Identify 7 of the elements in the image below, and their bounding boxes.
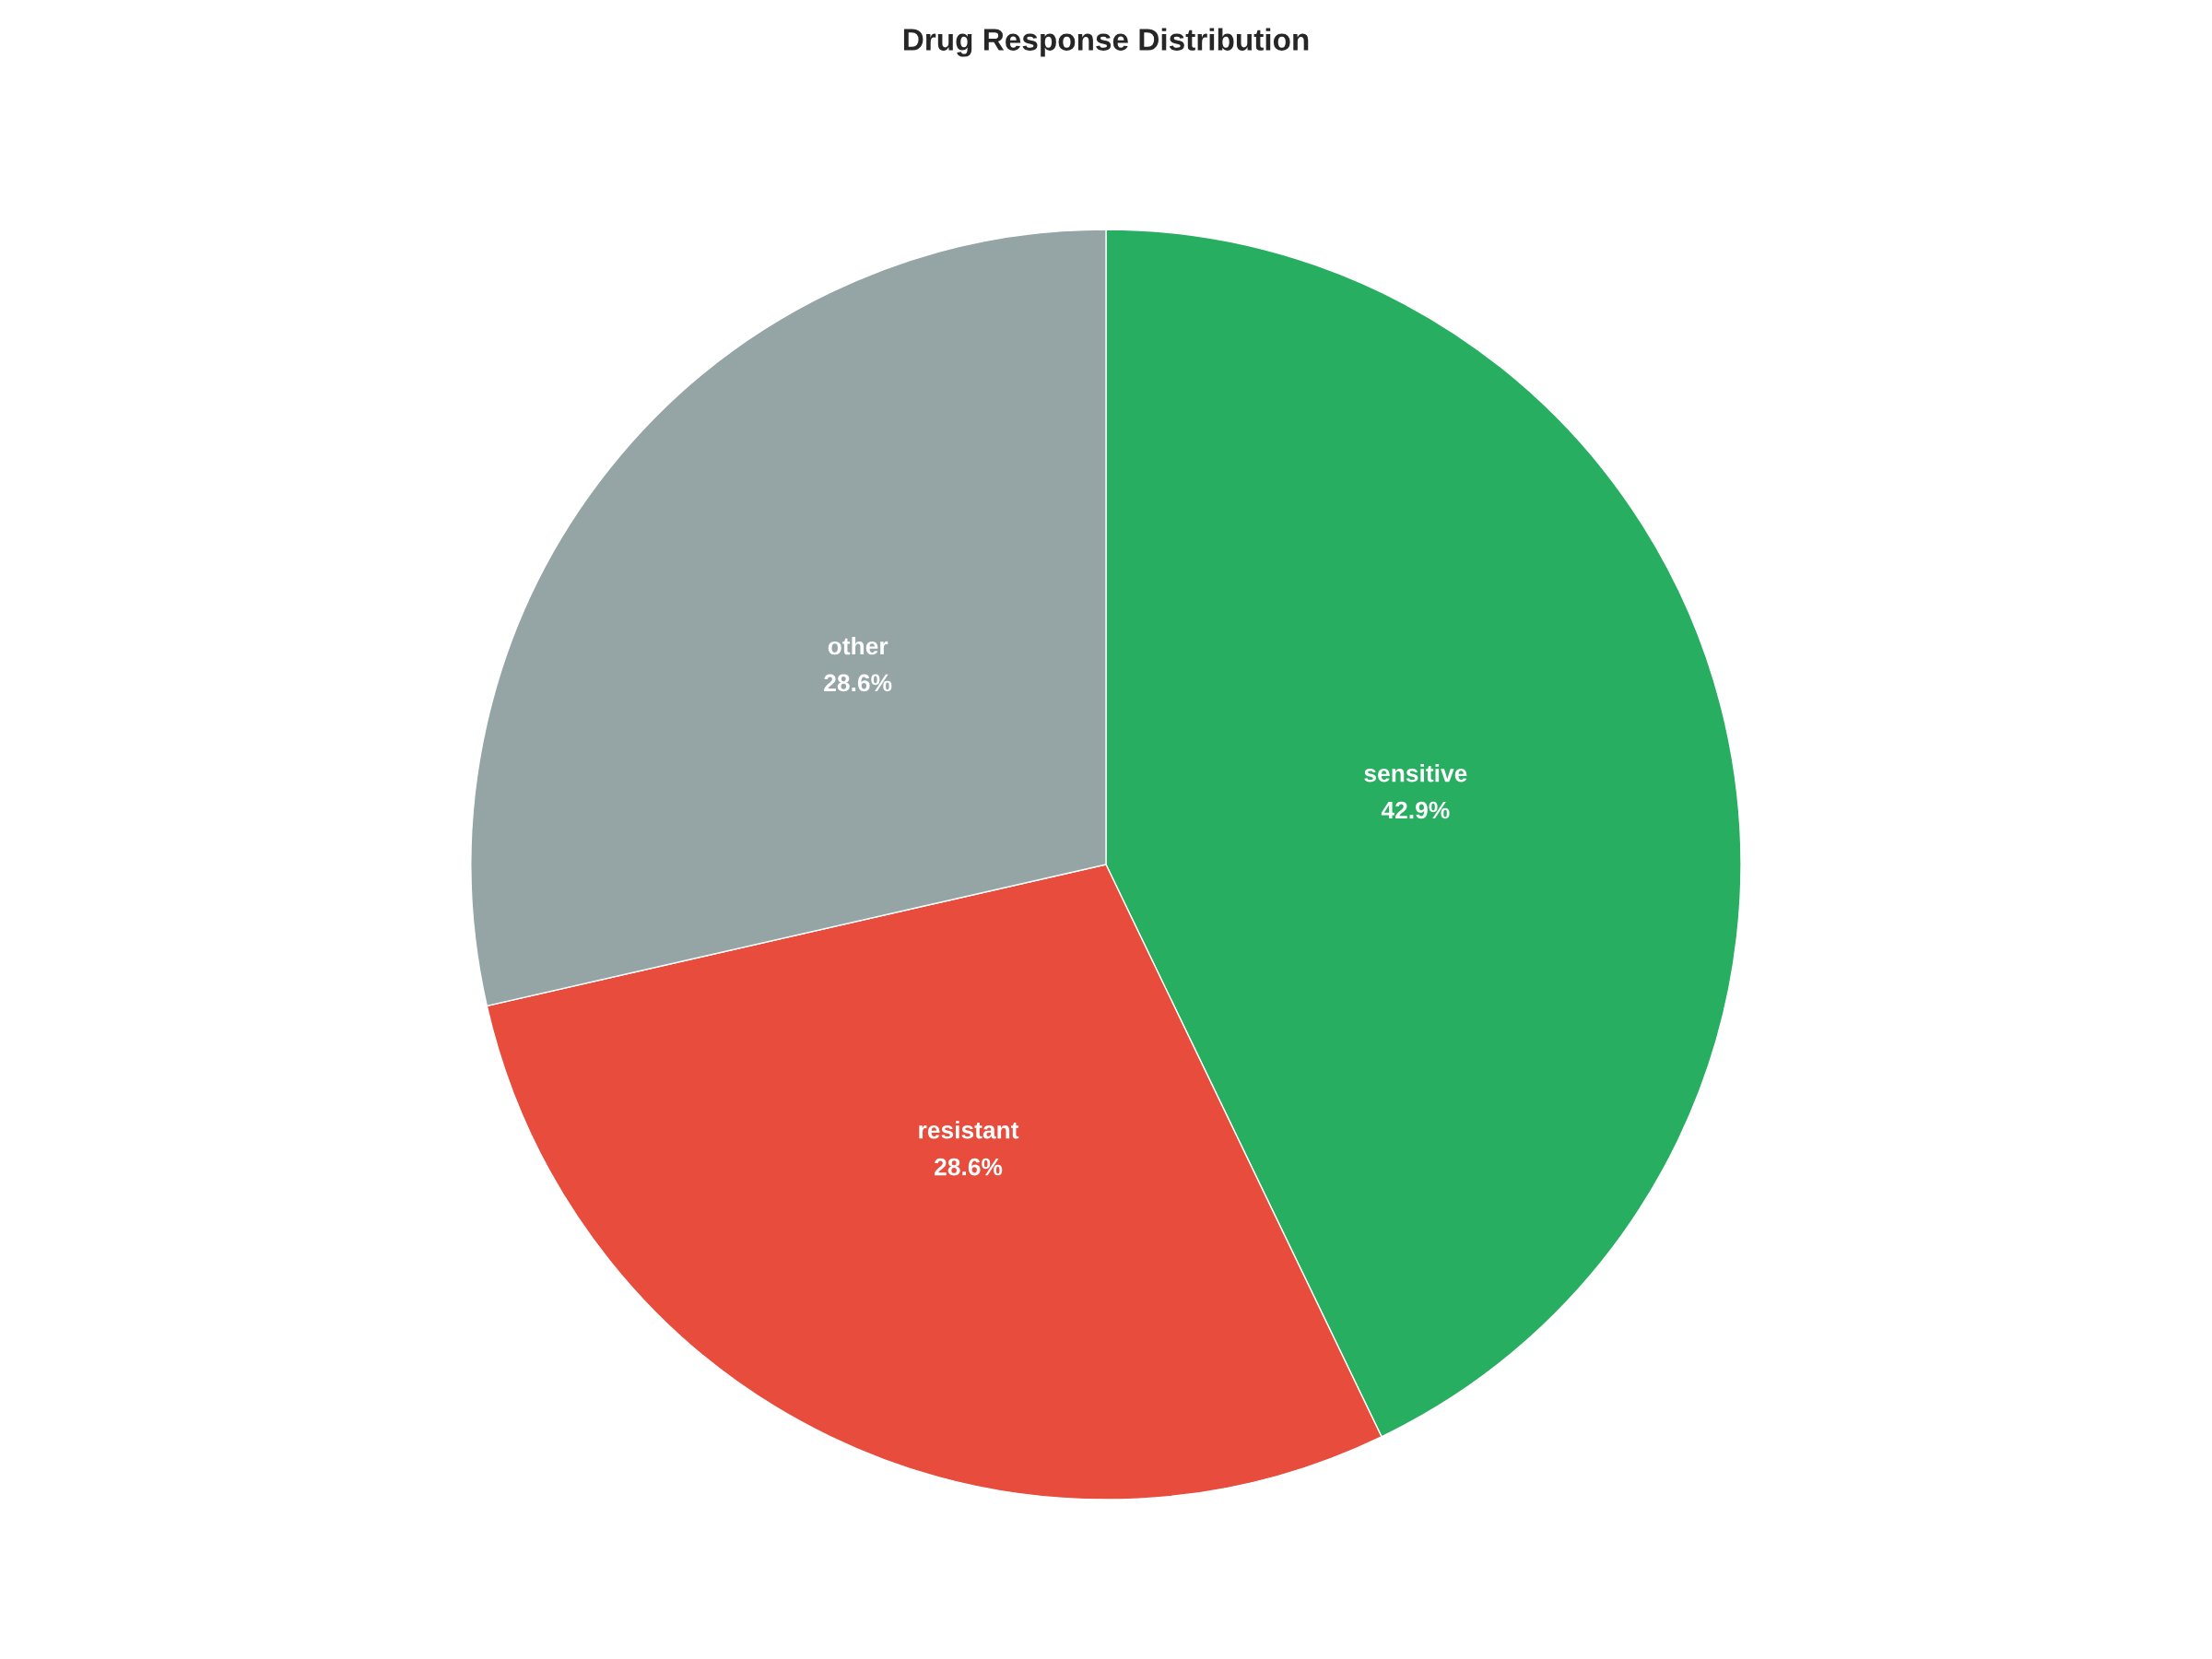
data-label: 28.6% bbox=[824, 674, 892, 692]
data-label: 28.6% bbox=[935, 1158, 1003, 1176]
chart-title: Drug Response Distribution bbox=[903, 28, 1309, 57]
slice-label: other bbox=[828, 636, 888, 655]
data-label: 42.9% bbox=[1381, 801, 1450, 819]
slice-label: resistant bbox=[919, 1121, 1019, 1139]
slice-label: sensitive bbox=[1364, 764, 1467, 782]
